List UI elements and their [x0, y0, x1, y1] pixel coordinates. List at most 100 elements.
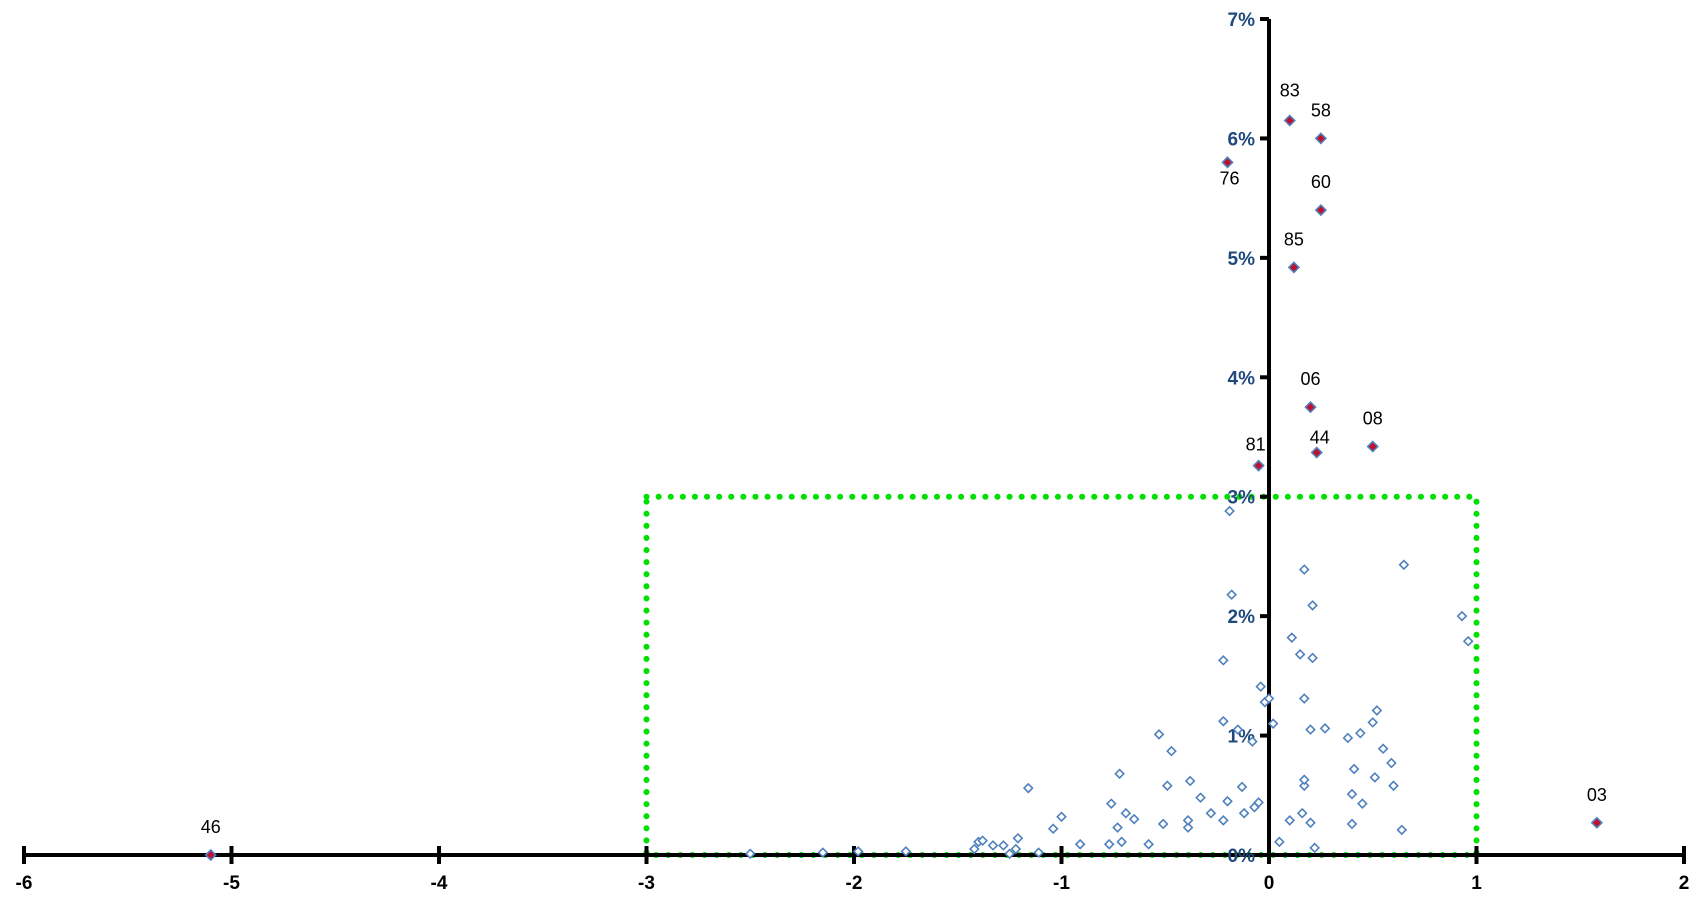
- data-point: [1047, 823, 1059, 835]
- data-point: [1218, 815, 1229, 826]
- data-point: [1398, 559, 1410, 571]
- data-point: [977, 835, 988, 846]
- data-point: [987, 840, 999, 851]
- y-tick-label: 6%: [1228, 129, 1256, 150]
- highlighted-point: [204, 848, 217, 862]
- data-point: [1274, 836, 1285, 848]
- data-point: [1143, 838, 1154, 850]
- highlighted-point: [1287, 261, 1301, 274]
- data-point: [1205, 807, 1217, 819]
- data-point: [1128, 813, 1140, 825]
- data-point: [998, 840, 1009, 851]
- data-point: [1298, 774, 1310, 786]
- data-point: [1346, 788, 1358, 800]
- data-point: [1342, 732, 1354, 744]
- data-point: [1195, 792, 1206, 804]
- point-label: 44: [1310, 428, 1330, 448]
- data-point: [1298, 780, 1310, 792]
- data-point: [1226, 589, 1237, 600]
- data-point: [1348, 763, 1360, 775]
- data-point: [1182, 822, 1194, 833]
- data-point: [1222, 795, 1233, 807]
- data-point: [1253, 797, 1264, 808]
- point-label: 76: [1219, 168, 1239, 188]
- point-label: 83: [1280, 81, 1300, 101]
- data-point: [1305, 724, 1316, 735]
- data-point: [1247, 736, 1258, 747]
- data-point: [900, 846, 912, 857]
- x-tick-label: -6: [16, 873, 33, 894]
- data-point: [1004, 848, 1015, 860]
- data-point: [1232, 724, 1244, 735]
- data-point: [1103, 838, 1115, 850]
- data-point: [1298, 564, 1310, 575]
- highlighted-point: [1310, 446, 1323, 459]
- data-point: [1263, 693, 1275, 704]
- x-tick-label: -4: [431, 873, 448, 894]
- data-point: [1112, 822, 1123, 833]
- data-point: [1367, 717, 1379, 728]
- x-tick-label: -5: [223, 873, 240, 894]
- data-point: [1388, 780, 1399, 792]
- data-point: [744, 848, 756, 860]
- highlight-box: [643, 493, 1480, 858]
- data-point: [1371, 705, 1383, 716]
- point-label: 58: [1311, 100, 1331, 120]
- data-point: [1238, 807, 1250, 819]
- points-layer: [204, 114, 1603, 862]
- y-tick-label: 3%: [1228, 488, 1256, 509]
- highlighted-point: [1283, 114, 1296, 127]
- data-point: [1307, 652, 1318, 664]
- data-point: [1309, 842, 1320, 854]
- data-point: [1294, 649, 1306, 660]
- data-point: [1184, 775, 1196, 787]
- data-point: [1236, 781, 1248, 793]
- data-point: [1319, 723, 1331, 734]
- data-point: [1386, 757, 1397, 769]
- point-label: 60: [1311, 172, 1331, 192]
- y-tick-label: 2%: [1228, 607, 1256, 628]
- data-point: [1462, 635, 1474, 647]
- data-point: [1012, 832, 1024, 844]
- data-point: [1166, 745, 1177, 757]
- data-point: [1157, 818, 1169, 830]
- data-point: [1357, 798, 1368, 809]
- data-point: [1296, 807, 1308, 819]
- data-point: [1255, 681, 1267, 692]
- data-point: [1369, 772, 1381, 783]
- x-tick-label: 2: [1679, 873, 1690, 894]
- data-point: [1153, 729, 1165, 740]
- data-point: [1346, 818, 1358, 830]
- data-point: [969, 843, 980, 855]
- data-point: [1224, 505, 1235, 517]
- axes-layer: -6 -5 -4 -3 -2 -1 0 1 20%1%2%3%4%5%6%7%: [16, 10, 1690, 894]
- point-label: 85: [1284, 229, 1304, 249]
- data-point: [1286, 632, 1298, 643]
- data-point: [1182, 815, 1194, 826]
- data-point: [1267, 718, 1279, 729]
- data-point: [1305, 817, 1316, 829]
- data-point: [1116, 836, 1128, 848]
- highlighted-point: [1590, 816, 1603, 829]
- x-tick-label: 0: [1264, 873, 1275, 894]
- data-point: [1010, 843, 1022, 855]
- highlighted-point: [1366, 440, 1379, 453]
- highlighted-point: [1221, 156, 1234, 169]
- point-label: 06: [1300, 369, 1320, 389]
- point-label: 03: [1587, 785, 1607, 805]
- data-point: [1033, 847, 1045, 858]
- data-point: [1056, 811, 1067, 823]
- data-point: [1218, 715, 1229, 727]
- data-point: [852, 846, 864, 857]
- y-tick-label: 5%: [1228, 249, 1256, 270]
- data-point: [1022, 782, 1034, 794]
- point-labels-layer: 83 58 76 60 85 06 08 44 81 03 46: [201, 81, 1607, 837]
- data-point: [1218, 655, 1229, 666]
- data-point: [1354, 727, 1366, 739]
- data-point: [1120, 807, 1132, 819]
- data-point: [1396, 824, 1408, 836]
- highlighted-point: [1314, 132, 1328, 145]
- y-tick-label: 4%: [1228, 368, 1256, 389]
